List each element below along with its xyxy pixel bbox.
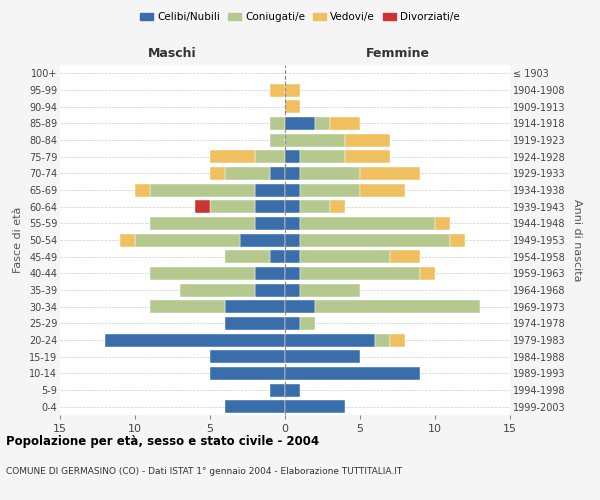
Bar [270, 117, 285, 130]
Bar [180, 284, 255, 296]
Bar [285, 300, 315, 313]
Bar [300, 200, 330, 213]
Bar [270, 167, 285, 180]
Bar [210, 150, 255, 163]
Bar [210, 167, 225, 180]
Bar [285, 250, 300, 263]
Bar [285, 167, 300, 180]
Bar [285, 384, 300, 396]
Bar [300, 317, 315, 330]
Bar [285, 150, 300, 163]
Bar [225, 317, 285, 330]
Bar [285, 334, 375, 346]
Bar [330, 117, 360, 130]
Bar [360, 167, 420, 180]
Text: Maschi: Maschi [148, 47, 197, 60]
Bar [345, 150, 390, 163]
Bar [150, 300, 225, 313]
Bar [300, 217, 435, 230]
Bar [225, 250, 270, 263]
Bar [270, 134, 285, 146]
Bar [300, 250, 390, 263]
Bar [255, 200, 285, 213]
Bar [285, 367, 420, 380]
Bar [210, 200, 255, 213]
Bar [285, 400, 345, 413]
Bar [375, 334, 390, 346]
Bar [150, 217, 255, 230]
Bar [300, 267, 420, 280]
Bar [225, 300, 285, 313]
Bar [285, 350, 360, 363]
Bar [240, 234, 285, 246]
Bar [150, 184, 255, 196]
Text: Femmine: Femmine [365, 47, 430, 60]
Bar [255, 267, 285, 280]
Bar [285, 200, 300, 213]
Bar [285, 284, 300, 296]
Bar [285, 267, 300, 280]
Bar [285, 217, 300, 230]
Bar [285, 100, 300, 113]
Bar [300, 167, 360, 180]
Bar [420, 267, 435, 280]
Bar [135, 234, 240, 246]
Bar [105, 334, 285, 346]
Bar [285, 134, 345, 146]
Bar [255, 217, 285, 230]
Bar [120, 234, 135, 246]
Text: COMUNE DI GERMASINO (CO) - Dati ISTAT 1° gennaio 2004 - Elaborazione TUTTITALIA.: COMUNE DI GERMASINO (CO) - Dati ISTAT 1°… [6, 468, 402, 476]
Bar [270, 384, 285, 396]
Bar [300, 284, 360, 296]
Bar [210, 367, 285, 380]
Bar [390, 334, 405, 346]
Bar [210, 350, 285, 363]
Bar [450, 234, 465, 246]
Bar [225, 167, 270, 180]
Bar [135, 184, 150, 196]
Bar [285, 184, 300, 196]
Y-axis label: Fasce di età: Fasce di età [13, 207, 23, 273]
Bar [300, 234, 450, 246]
Bar [270, 84, 285, 96]
Bar [315, 117, 330, 130]
Bar [255, 184, 285, 196]
Bar [285, 317, 300, 330]
Y-axis label: Anni di nascita: Anni di nascita [572, 198, 582, 281]
Bar [255, 284, 285, 296]
Bar [315, 300, 480, 313]
Bar [300, 184, 360, 196]
Bar [285, 117, 315, 130]
Bar [255, 150, 285, 163]
Bar [150, 267, 255, 280]
Bar [435, 217, 450, 230]
Bar [390, 250, 420, 263]
Bar [195, 200, 210, 213]
Bar [300, 150, 345, 163]
Bar [225, 400, 285, 413]
Text: Popolazione per età, sesso e stato civile - 2004: Popolazione per età, sesso e stato civil… [6, 435, 319, 448]
Bar [345, 134, 390, 146]
Legend: Celibi/Nubili, Coniugati/e, Vedovi/e, Divorziati/e: Celibi/Nubili, Coniugati/e, Vedovi/e, Di… [136, 8, 464, 26]
Bar [360, 184, 405, 196]
Bar [285, 234, 300, 246]
Bar [285, 84, 300, 96]
Bar [330, 200, 345, 213]
Bar [270, 250, 285, 263]
